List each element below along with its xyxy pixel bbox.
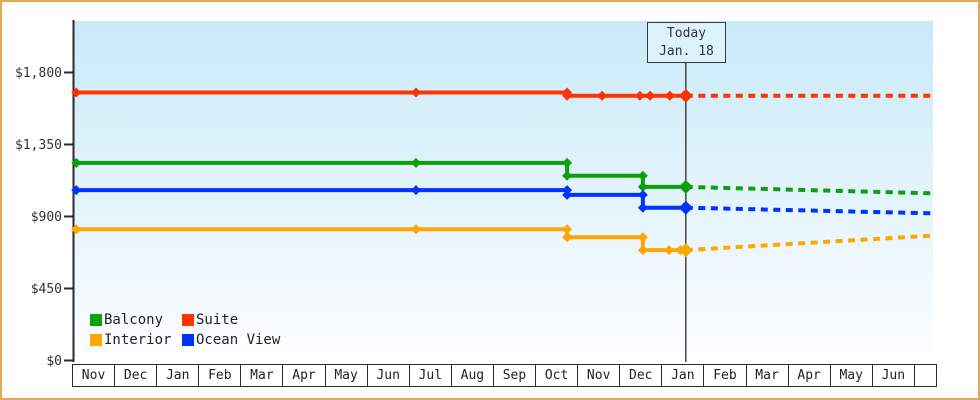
data-point bbox=[597, 90, 608, 101]
month-label: Apr bbox=[789, 365, 831, 386]
month-label: Nov bbox=[73, 365, 116, 386]
today-annotation: Today Jan. 18 bbox=[647, 22, 726, 63]
today-label: Today bbox=[666, 25, 707, 41]
month-label: Jan bbox=[157, 365, 200, 386]
data-point bbox=[410, 157, 421, 168]
legend-item-balcony: Balcony bbox=[90, 312, 182, 328]
data-point bbox=[71, 87, 82, 98]
projection-line-interior bbox=[685, 233, 931, 253]
y-axis-label: $1,350 bbox=[15, 138, 62, 153]
chart-legend: Balcony Suite Interior Ocean View bbox=[90, 312, 280, 348]
legend-label: Suite bbox=[196, 312, 239, 328]
projection-line-balcony bbox=[685, 184, 931, 196]
data-point bbox=[637, 232, 648, 243]
data-point bbox=[562, 232, 573, 243]
legend-item-interior: Interior bbox=[90, 332, 182, 348]
data-point bbox=[637, 189, 648, 200]
month-label: Sep bbox=[494, 365, 537, 386]
projection-line-ocean-view bbox=[685, 205, 931, 216]
y-axis-label: $1,800 bbox=[15, 66, 62, 81]
data-point bbox=[664, 90, 675, 101]
legend-label: Balcony bbox=[104, 312, 164, 328]
data-point bbox=[562, 90, 573, 101]
data-point bbox=[562, 224, 573, 235]
today-date: Jan. 18 bbox=[659, 43, 714, 59]
month-label: Feb bbox=[704, 365, 747, 386]
month-label: Jan bbox=[662, 365, 705, 386]
y-axis-label: $900 bbox=[31, 210, 62, 225]
data-point bbox=[663, 245, 674, 256]
y-axis-label: $0 bbox=[46, 354, 62, 369]
legend-label: Ocean View bbox=[196, 332, 281, 348]
month-label: Oct bbox=[536, 365, 579, 386]
data-point bbox=[637, 245, 648, 256]
today-data-point bbox=[678, 179, 693, 194]
data-point bbox=[562, 189, 573, 200]
data-point bbox=[637, 202, 648, 213]
data-point bbox=[645, 90, 656, 101]
month-label: Mar bbox=[241, 365, 284, 386]
month-label: Aug bbox=[452, 365, 494, 386]
data-point bbox=[410, 185, 421, 196]
data-point bbox=[410, 224, 421, 235]
legend-swatch bbox=[182, 334, 194, 346]
data-point bbox=[562, 157, 573, 168]
data-point bbox=[634, 90, 645, 101]
legend-swatch bbox=[182, 314, 194, 326]
month-label: Dec bbox=[115, 365, 158, 386]
data-point bbox=[410, 87, 421, 98]
month-label: May bbox=[831, 365, 873, 386]
legend-label: Interior bbox=[104, 332, 172, 348]
y-axis-label: $450 bbox=[31, 282, 62, 297]
data-point bbox=[71, 185, 82, 196]
month-label: Jul bbox=[410, 365, 452, 386]
month-label: Nov bbox=[578, 365, 621, 386]
today-data-point bbox=[678, 88, 693, 103]
data-point bbox=[562, 170, 573, 181]
month-label: Jun bbox=[368, 365, 410, 386]
month-label: Mar bbox=[747, 365, 789, 386]
month-label: Dec bbox=[620, 365, 663, 386]
legend-item-suite: Suite bbox=[182, 312, 280, 328]
today-data-point bbox=[678, 200, 693, 215]
month-axis: Nov Dec Jan Feb Mar Apr May Jun Jul Aug Sep Oct Nov D… bbox=[72, 364, 937, 387]
data-point bbox=[71, 157, 82, 168]
month-label: Apr bbox=[283, 365, 326, 386]
data-point bbox=[637, 181, 648, 192]
legend-item-ocean-view: Ocean View bbox=[182, 332, 280, 348]
month-label: May bbox=[326, 365, 368, 386]
legend-swatch bbox=[90, 334, 102, 346]
month-cell-empty bbox=[915, 365, 936, 386]
legend-swatch bbox=[90, 314, 102, 326]
month-label: Jun bbox=[873, 365, 915, 386]
data-point bbox=[71, 224, 82, 235]
today-data-point bbox=[678, 243, 693, 258]
month-label: Feb bbox=[199, 365, 242, 386]
data-point bbox=[637, 170, 648, 181]
